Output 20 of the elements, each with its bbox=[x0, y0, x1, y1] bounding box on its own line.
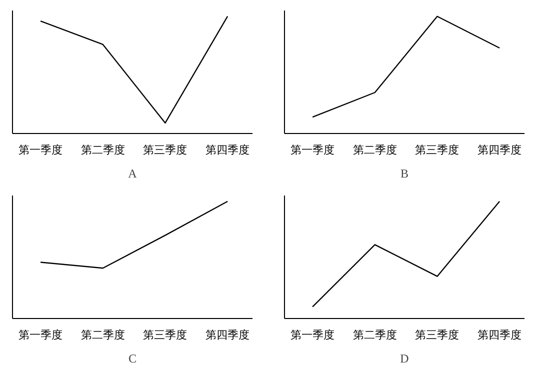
x-tick-label: 第一季度 bbox=[18, 328, 63, 342]
text: D bbox=[400, 352, 410, 366]
x-tick-label: 第四季度 bbox=[478, 144, 522, 156]
x-tick-label: 第四季度 bbox=[478, 328, 522, 342]
text: A bbox=[128, 166, 138, 180]
x-tick-label: 第三季度 bbox=[143, 144, 188, 156]
text: B bbox=[400, 166, 409, 180]
x-tick-label: 第三季度 bbox=[415, 144, 460, 156]
x-tick-label: 第二季度 bbox=[352, 144, 397, 156]
x-tick-label: 第三季度 bbox=[415, 328, 460, 342]
x-tick-label: 第一季度 bbox=[290, 144, 335, 156]
x-tick-label: 第二季度 bbox=[80, 144, 125, 156]
x-tick-label: 第二季度 bbox=[352, 328, 397, 342]
x-tick-label: 第二季度 bbox=[80, 328, 125, 342]
x-tick-label: 第三季度 bbox=[143, 328, 188, 342]
x-tick-label: 第四季度 bbox=[206, 144, 250, 156]
x-tick-label: 第四季度 bbox=[206, 328, 250, 342]
text: C bbox=[128, 352, 137, 366]
x-tick-label: 第一季度 bbox=[290, 328, 335, 342]
x-tick-label: 第一季度 bbox=[18, 144, 63, 156]
